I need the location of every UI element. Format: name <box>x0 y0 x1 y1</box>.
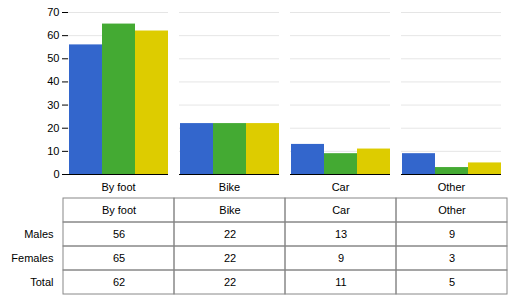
svg-text:Bike: Bike <box>219 204 240 216</box>
svg-text:0: 0 <box>53 168 59 180</box>
svg-text:Car: Car <box>332 204 350 216</box>
svg-text:Females: Females <box>11 252 54 264</box>
svg-text:22: 22 <box>224 276 236 288</box>
svg-text:5: 5 <box>449 276 455 288</box>
svg-text:10: 10 <box>47 145 59 157</box>
svg-text:70: 70 <box>47 6 59 18</box>
svg-text:13: 13 <box>335 228 347 240</box>
svg-text:Total: Total <box>30 276 53 288</box>
svg-text:20: 20 <box>47 122 59 134</box>
svg-text:Bike: Bike <box>219 181 240 193</box>
svg-text:56: 56 <box>113 228 125 240</box>
svg-text:62: 62 <box>113 276 125 288</box>
svg-text:By foot: By foot <box>102 204 136 216</box>
svg-text:3: 3 <box>449 252 455 264</box>
svg-text:65: 65 <box>113 252 125 264</box>
svg-text:30: 30 <box>47 99 59 111</box>
svg-text:11: 11 <box>335 276 346 288</box>
svg-text:Other: Other <box>438 204 466 216</box>
svg-text:Other: Other <box>438 181 466 193</box>
svg-text:9: 9 <box>338 252 344 264</box>
svg-text:9: 9 <box>449 228 455 240</box>
svg-text:Males: Males <box>24 228 54 240</box>
svg-text:22: 22 <box>224 252 236 264</box>
svg-text:By foot: By foot <box>101 181 135 193</box>
svg-text:22: 22 <box>224 228 236 240</box>
svg-text:60: 60 <box>47 29 59 41</box>
svg-text:Car: Car <box>332 181 350 193</box>
svg-text:40: 40 <box>47 75 59 87</box>
svg-text:50: 50 <box>47 52 59 64</box>
